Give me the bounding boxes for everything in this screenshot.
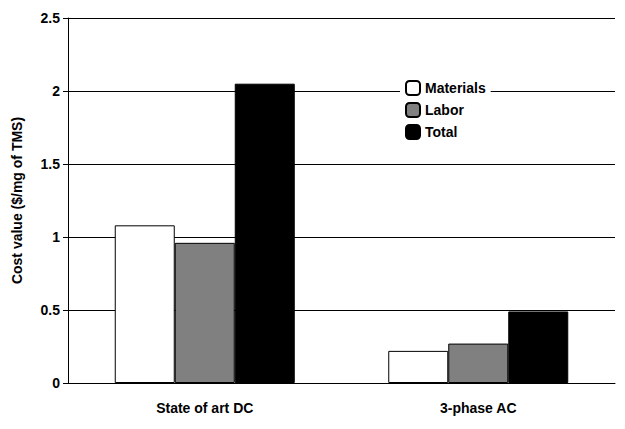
svg-text:1: 1 [52, 229, 60, 245]
svg-text:Materials: Materials [425, 80, 486, 96]
svg-text:0.5: 0.5 [41, 302, 61, 318]
svg-text:1.5: 1.5 [41, 156, 61, 172]
svg-text:2: 2 [52, 83, 60, 99]
svg-text:Labor: Labor [425, 102, 464, 118]
svg-text:0: 0 [52, 375, 60, 391]
svg-text:Total: Total [425, 124, 457, 140]
svg-text:2.5: 2.5 [41, 10, 61, 26]
svg-text:3-phase AC: 3-phase AC [440, 400, 517, 416]
svg-text:Cost value ($/mg of TMS): Cost value ($/mg of TMS) [9, 117, 25, 284]
svg-text:State of art DC: State of art DC [156, 400, 253, 416]
